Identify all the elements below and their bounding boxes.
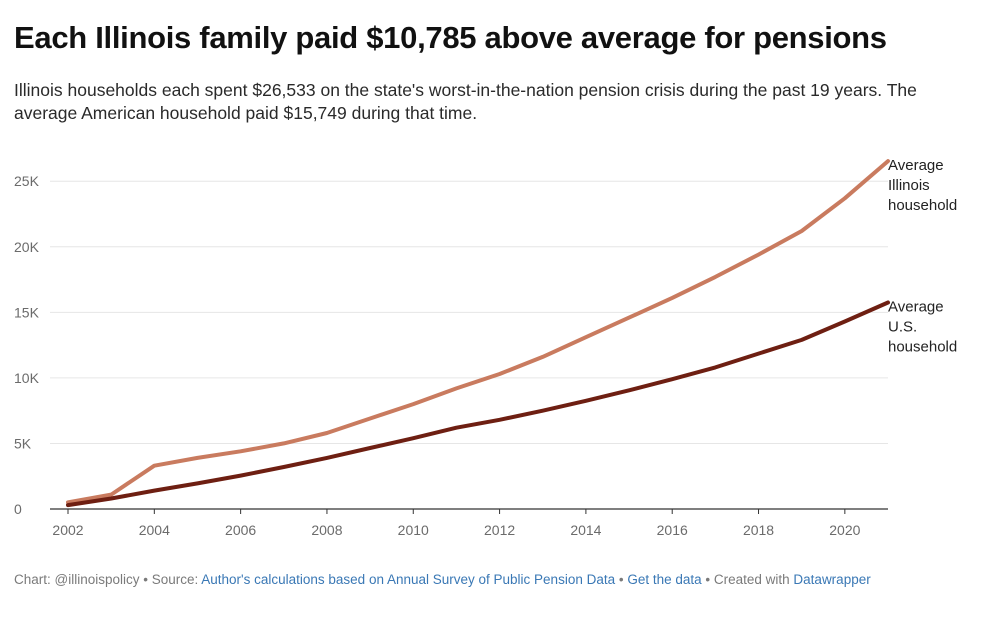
x-tick-label: 2018 [743,522,774,538]
grid-lines [50,180,888,444]
x-tick-label: 2010 [398,522,429,538]
chart-subtitle: Illinois households each spent $26,533 o… [14,80,917,123]
x-tick-label: 2016 [657,522,688,538]
footer-created: • Created with [701,572,794,587]
x-tick-label: 2006 [225,522,256,538]
us-series-label: Average U.S. household [888,299,957,356]
series-labels: Average Illinois household Average U.S. house… [888,157,957,355]
axes: 0 5K 10K 15K 20K 25K 2002 2004 2006 2008 2010 2012 2… [14,173,888,538]
y-tick-label: 25K [14,173,40,189]
chart-footer: Chart: @illinoispolicy • Source: Author'… [14,570,989,589]
datawrapper-link[interactable]: Datawrapper [793,572,871,587]
y-tick-label: 15K [14,304,40,320]
footer-separator: • [615,572,628,587]
x-tick-label: 2014 [570,522,601,538]
illinois-series-line [66,159,890,505]
y-tick-label: 10K [14,370,40,386]
get-data-link[interactable]: Get the data [627,572,702,587]
y-tick-label: 5K [14,435,32,451]
illinois-series-label: Average Illinois household [888,157,957,214]
chart-title: Each Illinois family paid $10,785 above … [14,20,887,55]
us-series-line [66,300,890,508]
x-tick-label: 2008 [311,522,342,538]
footer-credit: Chart: @illinoispolicy • Source: [14,572,202,587]
source-link[interactable]: Author's calculations based on Annual Su… [201,572,616,587]
x-tick-label: 2002 [52,522,83,538]
x-tick-label: 2020 [829,522,860,538]
y-tick-label: 20K [14,239,40,255]
x-tick-label: 2004 [139,522,170,538]
y-tick-label: 0 [14,501,22,517]
series-lines [66,159,890,508]
x-tick-label: 2012 [484,522,515,538]
